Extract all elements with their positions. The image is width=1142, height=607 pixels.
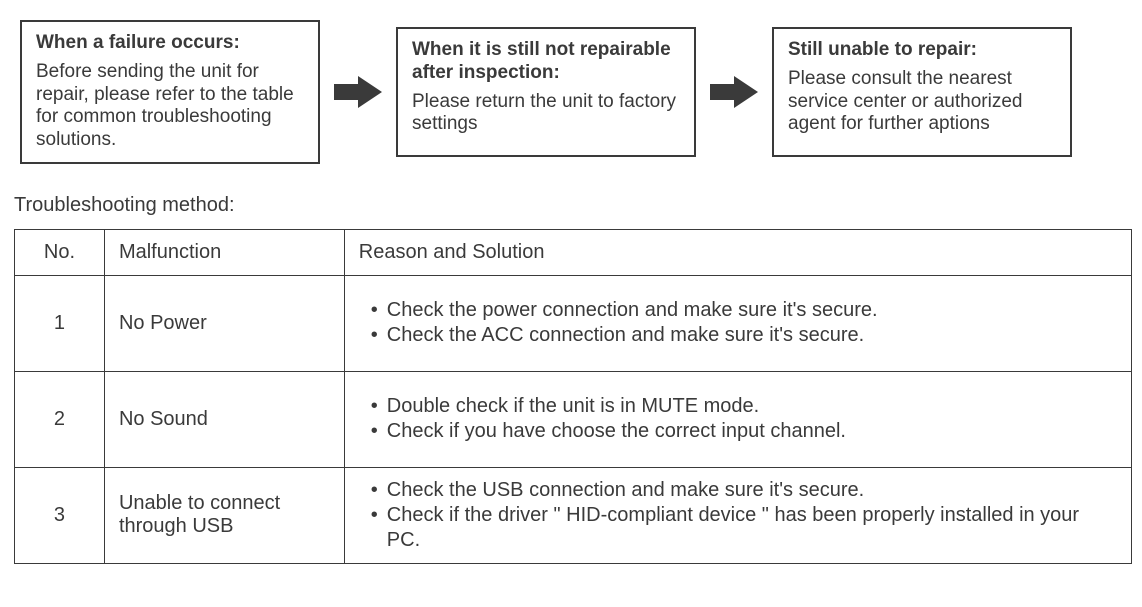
- cell-solution: Check the USB connection and make sure i…: [344, 467, 1131, 563]
- table-body: 1No Power Check the power connection and …: [15, 275, 1132, 563]
- flow-step-3: Still unable to repair: Please consult t…: [772, 27, 1072, 157]
- cell-malfunction: Unable to connect through USB: [104, 467, 344, 563]
- cell-malfunction: No Power: [104, 275, 344, 371]
- header-no: No.: [15, 229, 105, 275]
- cell-no: 2: [15, 371, 105, 467]
- flow-step-1: When a failure occurs: Before sending th…: [20, 20, 320, 164]
- solution-item: Check if the driver " HID-compliant devi…: [371, 503, 1117, 553]
- table-row: 1No Power Check the power connection and …: [15, 275, 1132, 371]
- flow-step-2-body: Please return the unit to factory settin…: [412, 91, 680, 137]
- cell-malfunction: No Sound: [104, 371, 344, 467]
- header-malfunction: Malfunction: [104, 229, 344, 275]
- solution-item: Check the power connection and make sure…: [371, 298, 1117, 323]
- solution-item: Check the ACC connection and make sure i…: [371, 323, 1117, 348]
- solution-item: Check the USB connection and make sure i…: [371, 478, 1117, 503]
- table-row: 2No Sound Double check if the unit is in …: [15, 371, 1132, 467]
- flow-step-3-title: Still unable to repair:: [788, 39, 1056, 62]
- cell-solution: Check the power connection and make sure…: [344, 275, 1131, 371]
- flow-step-2: When it is still not repairable after in…: [396, 27, 696, 157]
- arrow-icon: [706, 76, 762, 108]
- solution-item: Double check if the unit is in MUTE mode…: [371, 394, 1117, 419]
- flow-step-2-title: When it is still not repairable after in…: [412, 39, 680, 85]
- troubleshooting-table: No. Malfunction Reason and Solution 1No …: [14, 229, 1132, 564]
- troubleshooting-flow: When a failure occurs: Before sending th…: [10, 20, 1132, 164]
- cell-solution: Double check if the unit is in MUTE mode…: [344, 371, 1131, 467]
- flow-step-3-body: Please consult the nearest service cente…: [788, 68, 1056, 136]
- section-label: Troubleshooting method:: [10, 194, 1132, 217]
- cell-no: 3: [15, 467, 105, 563]
- table-header-row: No. Malfunction Reason and Solution: [15, 229, 1132, 275]
- flow-step-1-body: Before sending the unit for repair, plea…: [36, 61, 304, 152]
- solution-item: Check if you have choose the correct inp…: [371, 419, 1117, 444]
- header-solution: Reason and Solution: [344, 229, 1131, 275]
- table-row: 3Unable to connect through USB Check the …: [15, 467, 1132, 563]
- arrow-icon: [330, 76, 386, 108]
- cell-no: 1: [15, 275, 105, 371]
- flow-step-1-title: When a failure occurs:: [36, 32, 304, 55]
